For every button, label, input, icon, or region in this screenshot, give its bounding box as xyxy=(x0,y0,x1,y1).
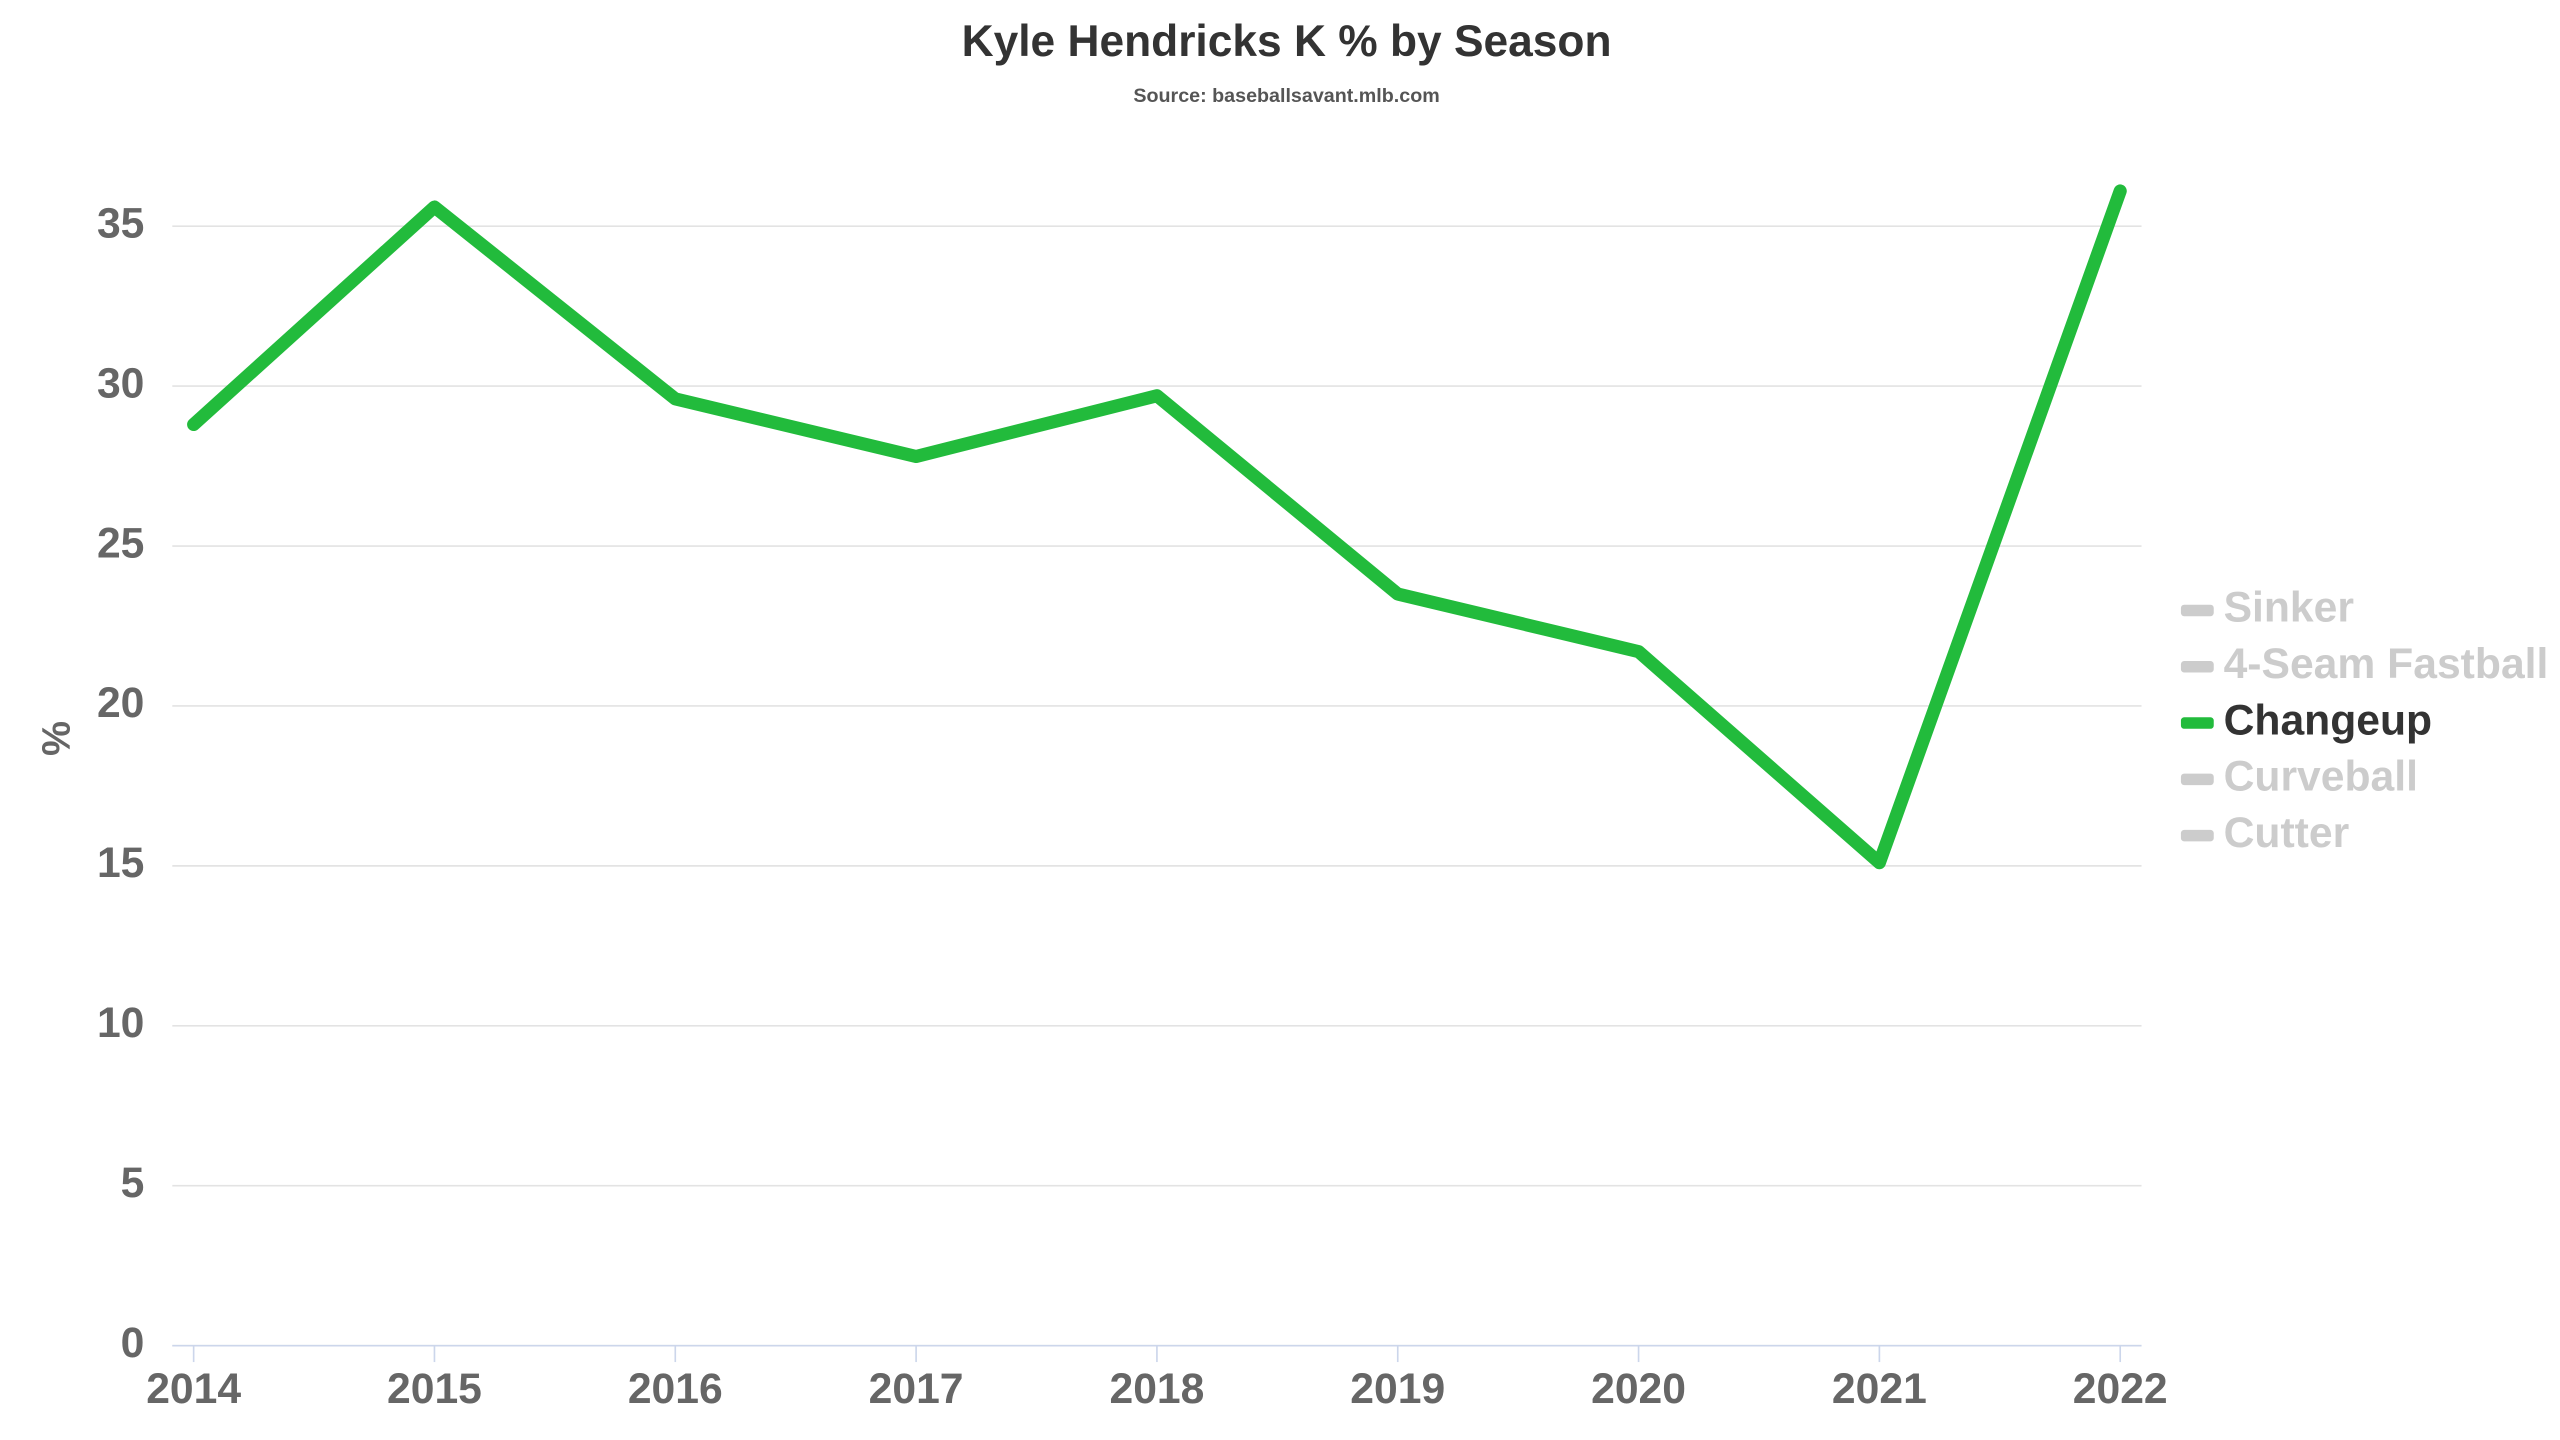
y-tick-label: 0 xyxy=(121,1319,145,1367)
legend-label: Changeup xyxy=(2224,696,2433,744)
chart-title: Kyle Hendricks K % by Season xyxy=(962,17,1612,66)
y-tick-label: 10 xyxy=(97,999,144,1047)
legend-swatch xyxy=(2180,661,2214,673)
y-axis-label: % xyxy=(34,721,78,756)
x-tick-label: 2021 xyxy=(1832,1365,1927,1413)
legend-label: Sinker xyxy=(2224,584,2354,632)
x-tick-label: 2018 xyxy=(1109,1365,1204,1413)
x-tick-label: 2020 xyxy=(1591,1365,1686,1413)
legend-swatch xyxy=(2180,717,2214,729)
legend-swatch xyxy=(2180,829,2214,842)
legend-swatch xyxy=(2180,773,2214,786)
legend-label: Curveball xyxy=(2224,753,2418,801)
y-tick-label: 25 xyxy=(97,519,144,567)
x-tick-label: 2015 xyxy=(387,1365,482,1413)
x-tick-label: 2016 xyxy=(628,1365,723,1413)
x-tick-label: 2022 xyxy=(2073,1365,2168,1413)
y-tick-label: 15 xyxy=(97,839,144,887)
y-tick-label: 35 xyxy=(97,199,144,247)
legend-label: Cutter xyxy=(2224,809,2350,857)
legend-swatch xyxy=(2180,604,2214,617)
y-tick-label: 5 xyxy=(121,1159,145,1207)
x-tick-label: 2017 xyxy=(869,1365,964,1413)
y-tick-label: 30 xyxy=(97,359,144,407)
y-tick-label: 20 xyxy=(97,679,144,727)
legend-label: 4-Seam Fastball xyxy=(2224,640,2549,688)
chart-subtitle: Source: baseballsavant.mlb.com xyxy=(1133,85,1439,107)
x-tick-label: 2019 xyxy=(1350,1365,1445,1413)
line-series xyxy=(187,184,2127,870)
x-tick-label: 2014 xyxy=(146,1365,241,1413)
